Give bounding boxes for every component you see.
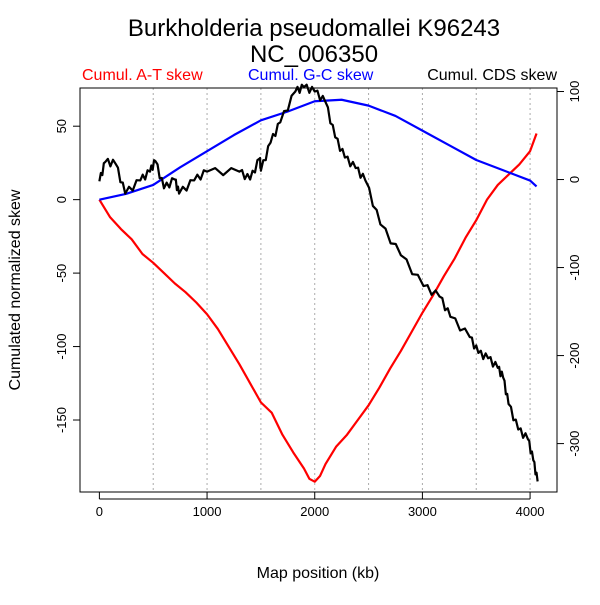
y-axis-label: Cumulated normalized skew <box>7 189 24 390</box>
plot-frame <box>79 87 558 493</box>
x-tick-label: 1000 <box>193 504 222 519</box>
y-right-tick-label: -300 <box>567 431 582 457</box>
x-tick-label: 2000 <box>300 504 329 519</box>
y-right-tick-label: -200 <box>567 343 582 369</box>
x-tick-label: 4000 <box>516 504 545 519</box>
y-left-tick-label: -150 <box>54 407 69 433</box>
chart-title: Burkholderia pseudomallei K96243 <box>128 15 500 42</box>
x-axis-label: Map position (kb) <box>257 565 380 582</box>
y-right-tick-label: 100 <box>567 81 582 103</box>
series-line-cumul-g-c-skew <box>99 98 538 201</box>
x-tick-label: 0 <box>96 504 103 519</box>
series-line-cumul-cds-skew <box>98 83 539 482</box>
y-right-tick-label: -100 <box>567 255 582 281</box>
y-left-tick-label: 50 <box>54 119 69 133</box>
y-left-tick-label: -50 <box>54 264 69 283</box>
y-right-tick-label: 0 <box>567 176 582 183</box>
y-left-tick-label: 0 <box>54 196 69 203</box>
chart-subtitle: NC_006350 <box>250 41 378 68</box>
legend-gc-skew: Cumul. G-C skew <box>248 67 374 84</box>
series-line-cumul-a-t-skew <box>98 133 538 483</box>
legend-cds-skew: Cumul. CDS skew <box>427 67 557 84</box>
y-left-tick-label: -100 <box>54 334 69 360</box>
legend-at-skew: Cumul. A-T skew <box>82 67 203 84</box>
x-tick-label: 3000 <box>408 504 437 519</box>
